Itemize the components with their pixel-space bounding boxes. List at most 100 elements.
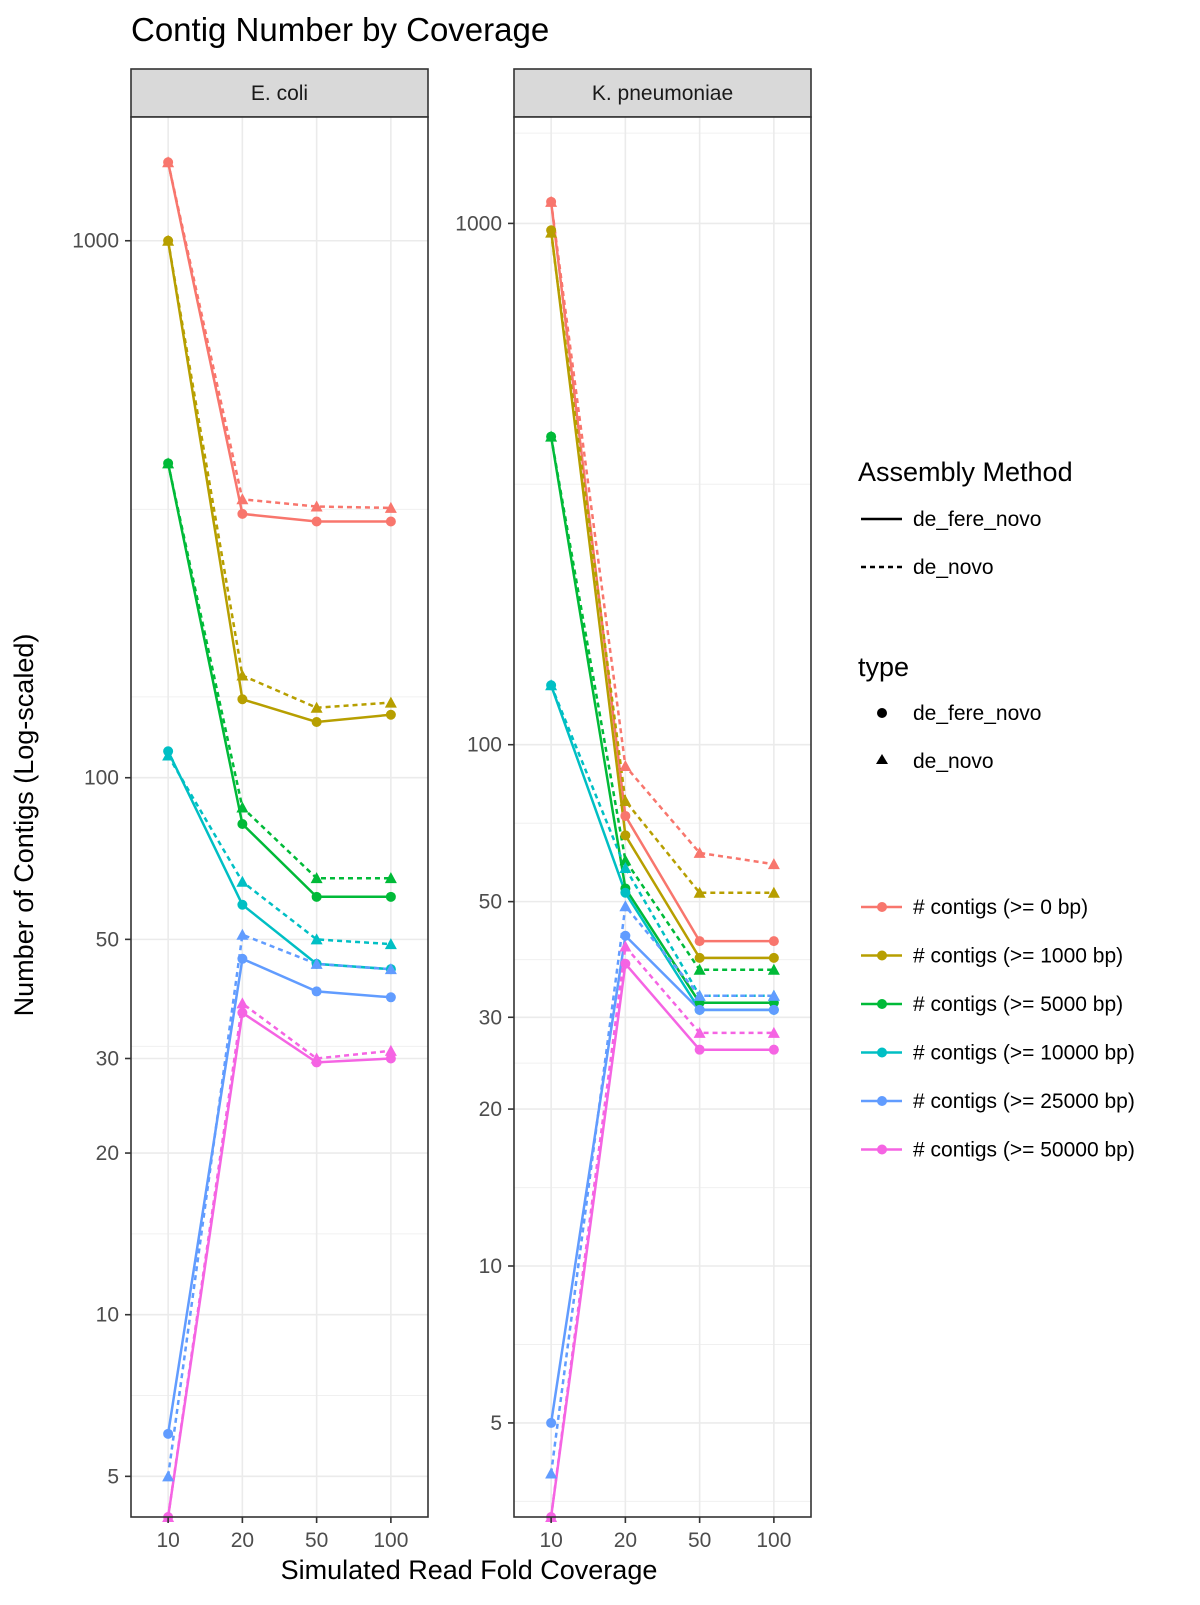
data-point-circle <box>385 516 396 527</box>
data-point-triangle <box>767 886 780 898</box>
series-line <box>549 232 774 895</box>
data-point-circle <box>620 958 631 969</box>
data-point-triangle <box>545 679 558 691</box>
legend-color-entry: # contigs (>= 25000 bp) <box>913 1090 1135 1113</box>
data-point-triangle <box>310 933 323 945</box>
data-point-triangle <box>545 430 558 442</box>
data-point-circle <box>237 953 248 964</box>
data-point-triangle <box>236 928 249 940</box>
series-line <box>166 162 391 523</box>
data-point-triangle <box>310 701 323 713</box>
data-point-triangle <box>310 872 323 884</box>
series-line <box>166 957 391 1434</box>
y-tick-label: 30 <box>479 1006 502 1029</box>
data-point-circle <box>163 1428 174 1439</box>
facet-strip-label: K. pneumoniae <box>592 82 733 105</box>
legend-color-entry: # contigs (>= 5000 bp) <box>913 993 1123 1016</box>
data-point-triangle <box>236 493 249 505</box>
data-point-triangle <box>310 500 323 512</box>
series-line <box>549 230 774 960</box>
x-tick-label: 100 <box>756 1529 791 1552</box>
data-point-triangle <box>693 1026 706 1038</box>
data-point-triangle <box>545 226 558 238</box>
x-tick-label: 50 <box>688 1529 711 1552</box>
facet-strip <box>130 68 429 118</box>
data-point-triangle <box>767 989 780 1001</box>
panel-1: E. coli 5 10 20 30 50 100 1000 10 20 50 100 <box>72 68 429 1552</box>
data-point-circle <box>385 891 396 902</box>
data-point-triangle <box>619 900 632 912</box>
legend-color-swatch-point <box>877 902 887 912</box>
series-line <box>166 463 391 899</box>
data-point-circle <box>546 1417 557 1428</box>
data-point-triangle <box>236 875 249 887</box>
data-point-circle <box>385 992 396 1003</box>
y-tick-label: 100 <box>467 734 502 757</box>
data-point-triangle <box>384 501 397 513</box>
legend-color-entry: # contigs (>= 50000 bp) <box>913 1139 1135 1162</box>
legend-color-entry: # contigs (>= 0 bp) <box>913 896 1088 919</box>
data-point-circle <box>237 818 248 829</box>
legend-color-swatch-point <box>877 999 887 1009</box>
x-tick-label: 100 <box>373 1529 408 1552</box>
y-tick-label: 5 <box>107 1465 119 1488</box>
series-line <box>166 932 391 1477</box>
series-line <box>166 240 392 724</box>
data-point-triangle <box>236 801 249 813</box>
y-tick-label: 100 <box>84 767 119 790</box>
data-point-triangle <box>310 957 323 969</box>
legend-color-swatch-point <box>877 1096 887 1106</box>
data-point-circle <box>694 952 705 963</box>
data-point-circle <box>768 1004 779 1015</box>
legend-type-entry-triangle: de_novo <box>913 750 994 773</box>
legend-color-entry: # contigs (>= 1000 bp) <box>913 945 1123 968</box>
legend-method-title: Assembly Method <box>858 457 1073 487</box>
panel-background <box>131 117 428 1517</box>
panel-2: K. pneumoniae 5 10 20 30 50 100 1000 10 20 50 100 <box>455 68 812 1552</box>
data-point-triangle <box>619 794 632 806</box>
data-point-triangle <box>162 156 175 168</box>
data-point-triangle <box>693 846 706 858</box>
data-point-triangle <box>384 872 397 884</box>
legend-type-entry-circle: de_fere_novo <box>913 702 1041 725</box>
data-point-circle <box>768 1044 779 1055</box>
data-point-circle <box>237 694 248 705</box>
data-point-triangle <box>693 886 706 898</box>
series-line <box>549 684 774 997</box>
x-tick-label: 10 <box>539 1529 562 1552</box>
data-point-circle <box>620 887 631 898</box>
chart-title: Contig Number by Coverage <box>131 11 549 48</box>
data-point-circle <box>237 1007 248 1018</box>
data-point-circle <box>237 508 248 519</box>
series-line <box>166 162 391 510</box>
legend-method-entry-solid: de_fere_novo <box>913 508 1041 531</box>
legend-method-entry-dashed: de_novo <box>913 556 994 579</box>
data-point-circle <box>385 709 396 720</box>
panel-background <box>514 117 811 1517</box>
data-point-triangle <box>767 1026 780 1038</box>
y-tick-label: 1000 <box>455 212 502 235</box>
series-line <box>167 754 391 946</box>
data-point-triangle <box>384 1044 397 1056</box>
legend-color-swatch-point <box>877 1047 887 1058</box>
series-line <box>549 436 774 972</box>
x-axis-label: Simulated Read Fold Coverage <box>281 1555 658 1585</box>
series-line <box>549 933 774 1424</box>
data-point-triangle <box>693 989 706 1001</box>
panel-border <box>513 116 812 1518</box>
y-tick-label: 5 <box>490 1412 502 1435</box>
legend-color-swatch-point <box>877 950 887 961</box>
x-tick-label: 10 <box>156 1529 179 1552</box>
y-tick-label: 20 <box>96 1142 119 1165</box>
y-tick-label: 20 <box>479 1098 502 1121</box>
series-line <box>549 201 774 943</box>
series-line <box>166 1001 392 1518</box>
legend-color-entry: # contigs (>= 10000 bp) <box>913 1042 1135 1065</box>
y-tick-label: 1000 <box>72 230 119 253</box>
data-point-circle <box>694 1004 705 1015</box>
data-point-circle <box>311 516 322 527</box>
legend-type-title: type <box>858 652 909 682</box>
panel-border <box>130 116 429 1518</box>
